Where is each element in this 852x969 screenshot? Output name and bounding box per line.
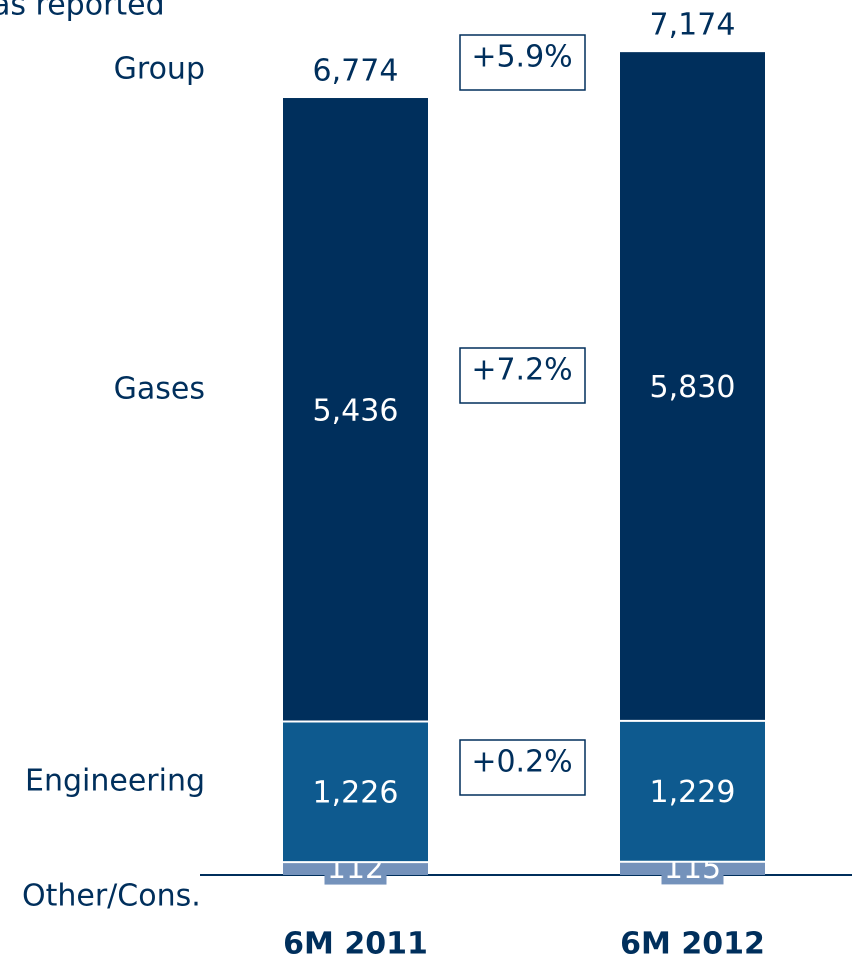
row-label: Group [114,52,205,87]
row-label: Other/Cons. [22,879,201,914]
x-tick-label: 6M 2012 [620,927,765,962]
chart-title: as reported [0,0,165,23]
value-label: 5,830 [650,370,736,405]
change-label: +0.2% [471,745,572,780]
change-box [459,34,586,91]
bar-segment [283,721,428,863]
value-label: 1,226 [313,775,399,810]
bar-segment [283,98,428,722]
row-label: Gases [114,372,205,407]
bar-segment [620,52,765,721]
change-box [459,347,586,404]
value-label: 1,229 [650,775,736,810]
total-label: 6,774 [313,54,399,89]
row-label: Engineering [25,764,205,799]
x-tick-label: 6M 2011 [283,927,428,962]
bar-segment [620,720,765,862]
change-box [459,739,586,796]
change-label: +7.2% [471,353,572,388]
total-label: 7,174 [650,8,736,43]
change-label: +5.9% [471,40,572,75]
value-label: 5,436 [313,393,399,428]
